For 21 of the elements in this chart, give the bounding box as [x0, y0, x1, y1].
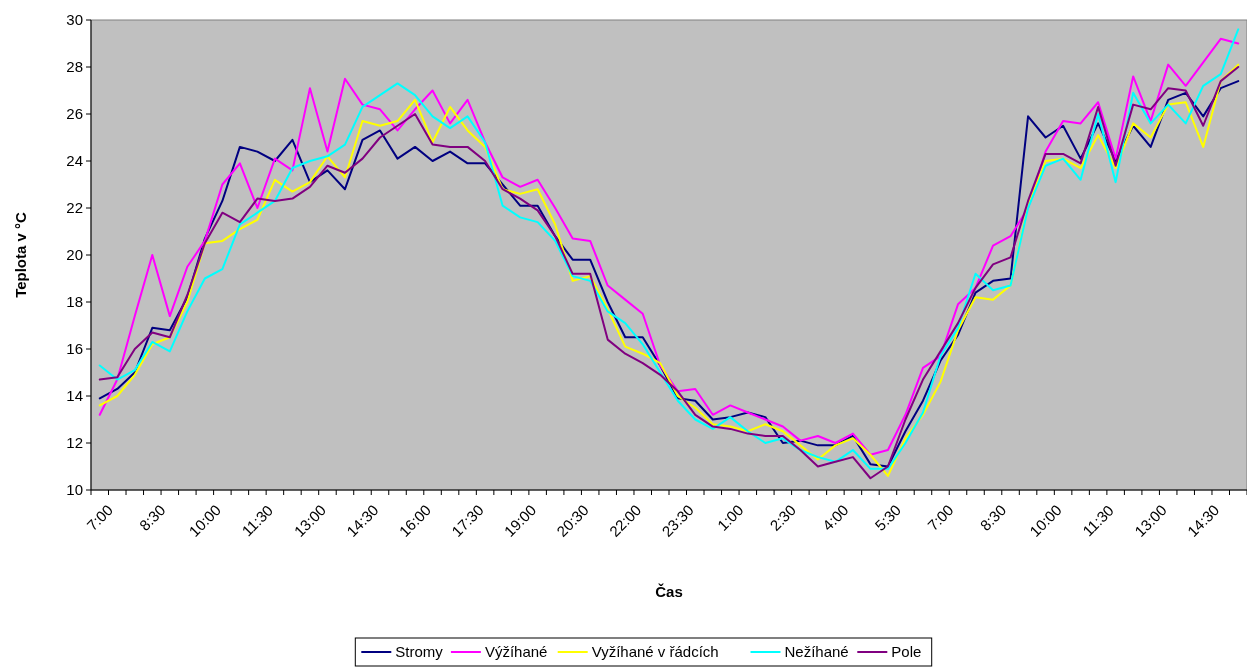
y-tick-label: 30 — [66, 11, 83, 29]
legend-label: Stromy — [395, 643, 444, 661]
y-tick-label: 22 — [66, 199, 83, 217]
y-tick-label: 28 — [66, 58, 83, 76]
x-tick-label: 7:00 — [923, 501, 957, 534]
y-tick-label: 14 — [66, 387, 83, 405]
x-axis-title: Čas — [655, 583, 683, 600]
y-tick-label: 18 — [66, 293, 83, 311]
legend-label: Nežíhané — [784, 643, 849, 661]
y-tick-label: 12 — [66, 434, 83, 452]
legend-label: Pole — [891, 643, 922, 661]
x-tick-label: 7:00 — [83, 501, 116, 534]
y-tick-label: 24 — [66, 152, 83, 170]
y-tick-label: 16 — [66, 340, 83, 358]
y-axis-title: Teplota v °C — [12, 211, 29, 298]
y-tick-label: 10 — [66, 481, 83, 499]
y-tick-label: 20 — [66, 246, 83, 264]
legend-label: Vyžíhané v řádcích — [591, 643, 719, 661]
y-tick-label: 26 — [66, 105, 83, 123]
legend-label: Výžíhané — [484, 643, 548, 661]
x-tick-label: 4:00 — [818, 501, 852, 534]
